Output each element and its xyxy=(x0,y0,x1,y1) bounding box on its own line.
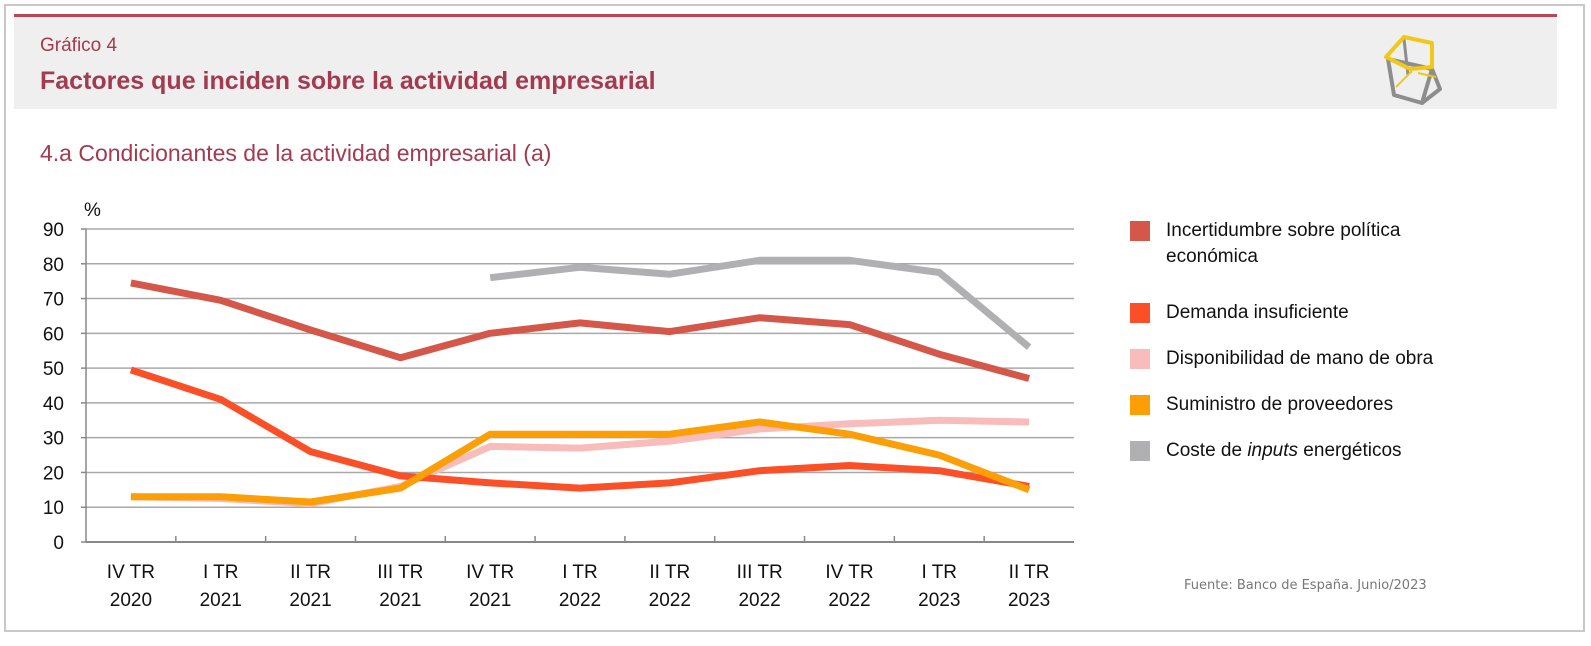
x-tick-label: 2021 xyxy=(379,590,421,611)
x-tick-label: I TR xyxy=(562,562,598,583)
series-line-0 xyxy=(130,279,1031,382)
y-tick-label: 90 xyxy=(43,220,64,241)
series-line-1 xyxy=(129,366,1030,492)
y-tick-label: 60 xyxy=(43,324,64,345)
x-tick-label: 2023 xyxy=(918,590,960,611)
legend-item: Demanda insuficiente xyxy=(1130,300,1486,326)
chart-title: Factores que inciden sobre la actividad … xyxy=(40,67,656,95)
chart-kicker: Gráfico 4 xyxy=(40,35,118,56)
legend-label: Disponibilidad de mano de obra xyxy=(1166,348,1434,369)
legend-item: Incertidumbre sobre política económica xyxy=(1130,218,1486,270)
legend-swatch xyxy=(1130,349,1150,369)
x-tick-label: I TR xyxy=(203,562,239,583)
chart-header: Gráfico 4 Factores que inciden sobre la … xyxy=(14,14,1557,109)
y-tick-label: 50 xyxy=(43,359,64,380)
x-tick-label: II TR xyxy=(649,562,690,583)
chart-subtitle: 4.a Condicionantes de la actividad empre… xyxy=(40,140,552,166)
source-note: Fuente: Banco de España. Junio/2023 xyxy=(1184,578,1427,593)
x-tick-label: 2022 xyxy=(559,590,601,611)
series-line-4 xyxy=(489,256,1032,350)
x-tick-label: II TR xyxy=(290,562,331,583)
x-tick-label: IV TR xyxy=(825,562,873,583)
x-tick-label: 2022 xyxy=(828,590,870,611)
y-tick-label: 40 xyxy=(43,394,64,415)
y-tick-label: 80 xyxy=(43,255,64,276)
x-tick-label: 2021 xyxy=(289,590,331,611)
legend-swatch xyxy=(1130,441,1150,461)
cube-logo-icon xyxy=(1384,35,1442,105)
legend-label: Demanda insuficiente xyxy=(1166,302,1349,323)
legend-item: Coste de inputs energéticos xyxy=(1130,438,1486,464)
legend-swatch xyxy=(1130,395,1150,415)
x-tick-label: 2022 xyxy=(649,590,691,611)
x-tick-label: III TR xyxy=(377,562,423,583)
x-tick-label: II TR xyxy=(1009,562,1050,583)
y-axis-unit-label: % xyxy=(84,200,101,221)
x-tick-label: IV TR xyxy=(466,562,514,583)
x-tick-label: 2020 xyxy=(110,590,152,611)
y-tick-label: 70 xyxy=(43,290,64,311)
x-tick-label: 2023 xyxy=(1008,590,1050,611)
x-tick-label: III TR xyxy=(737,562,783,583)
legend-label: Suministro de proveedores xyxy=(1166,394,1394,415)
x-tick-label: 2021 xyxy=(469,590,511,611)
legend-label: Incertidumbre sobre política económica xyxy=(1166,220,1401,267)
x-tick-label: 2022 xyxy=(738,590,780,611)
legend-label: Coste de inputs energéticos xyxy=(1166,440,1402,461)
x-tick-label: IV TR xyxy=(107,562,155,583)
y-tick-label: 10 xyxy=(43,498,64,519)
y-tick-label: 30 xyxy=(43,429,64,450)
legend-swatch xyxy=(1130,303,1150,323)
legend-item: Disponibilidad de mano de obra xyxy=(1130,346,1486,372)
legend-swatch xyxy=(1130,221,1150,241)
x-tick-label: 2021 xyxy=(200,590,242,611)
y-tick-label: 0 xyxy=(53,533,64,554)
legend-item: Suministro de proveedores xyxy=(1130,392,1486,418)
y-tick-label: 20 xyxy=(43,463,64,484)
series-line-3 xyxy=(130,418,1031,506)
x-tick-label: I TR xyxy=(921,562,957,583)
